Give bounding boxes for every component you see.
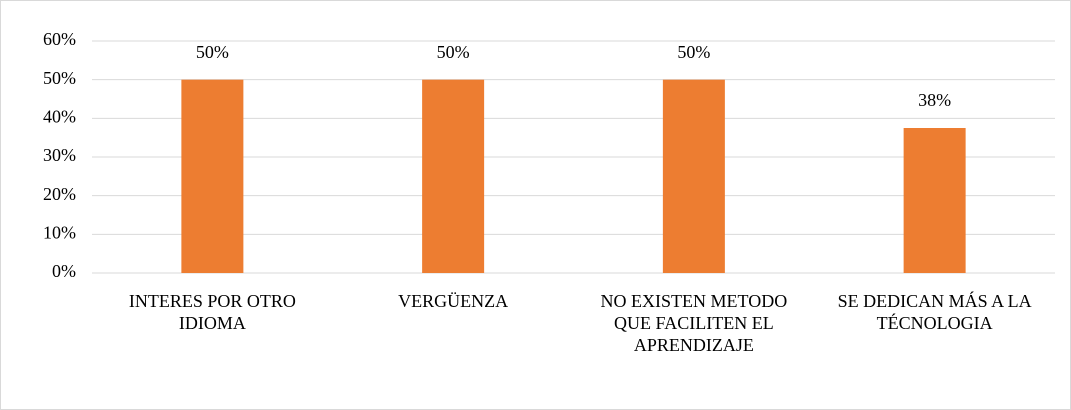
bar [903,128,966,273]
y-tick-label: 10% [43,222,76,242]
data-label: 50% [196,42,229,62]
x-tick-label: NO EXISTEN METODO QUE FACILITEN EL APREN… [600,291,788,355]
x-tick-label: VERGÜENZA [398,291,509,311]
y-tick-label: 60% [43,29,76,49]
y-tick-label: 30% [43,145,76,165]
y-tick-label: 40% [43,106,76,126]
y-tick-label: 50% [43,68,76,88]
bar [662,79,725,274]
x-tick-label: INTERES POR OTRO IDIOMA [128,291,296,333]
x-tick-label: SE DEDICAN MÁS A LA TÉCNOLOGIA [837,291,1032,333]
y-tick-label: 0% [52,261,76,281]
data-label: 50% [677,42,710,62]
bar [422,79,485,274]
data-label: 38% [918,90,951,110]
y-tick-label: 20% [43,184,76,204]
bar [181,79,244,274]
data-label: 50% [437,42,470,62]
